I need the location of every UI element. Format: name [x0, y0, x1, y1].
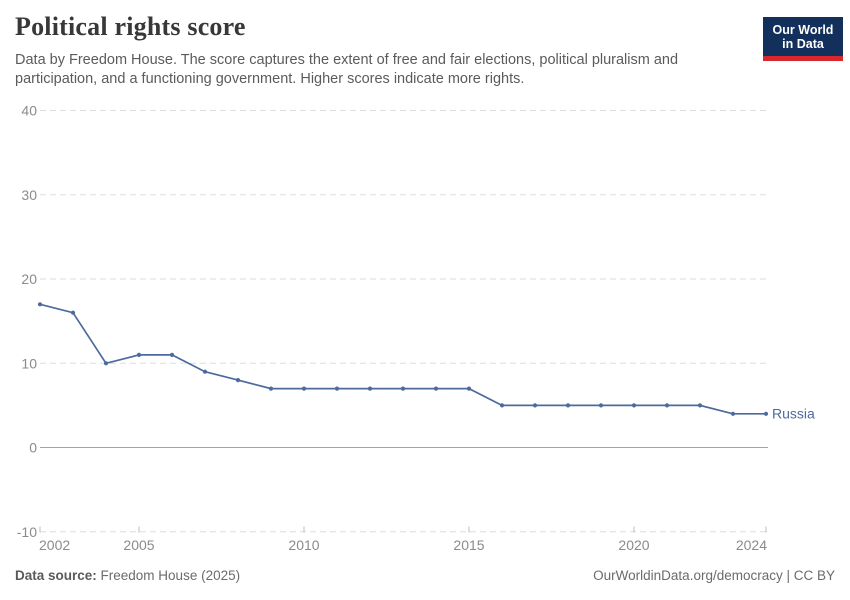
data-point[interactable] — [499, 403, 505, 408]
logo-line-2: in Data — [782, 37, 824, 51]
license-link[interactable]: OurWorldinData.org/democracy | CC BY — [593, 568, 835, 583]
data-point[interactable] — [202, 369, 208, 374]
data-point[interactable] — [631, 403, 637, 408]
data-point[interactable] — [730, 411, 736, 416]
data-source-value: Freedom House (2025) — [96, 568, 241, 583]
chart-subtitle: Data by Freedom House. The score capture… — [15, 52, 679, 87]
data-point[interactable] — [367, 386, 373, 391]
data-point[interactable] — [565, 403, 571, 408]
data-point[interactable] — [136, 352, 142, 357]
chart-footer: Data source: Freedom House (2025) OurWor… — [15, 568, 835, 583]
data-point[interactable] — [37, 302, 43, 307]
owid-logo: Our World in Data — [763, 17, 843, 61]
y-axis-label: 30 — [21, 187, 37, 203]
data-point[interactable] — [598, 403, 604, 408]
y-axis-label: 10 — [21, 355, 37, 371]
data-point[interactable] — [400, 386, 406, 391]
data-point[interactable] — [664, 403, 670, 408]
data-point[interactable] — [466, 386, 472, 391]
data-point[interactable] — [268, 386, 274, 391]
data-point[interactable] — [169, 352, 175, 357]
data-point[interactable] — [70, 310, 76, 315]
data-point[interactable] — [697, 403, 703, 408]
x-axis-label: 2005 — [123, 537, 154, 553]
x-axis-label: 2015 — [453, 537, 484, 553]
data-point[interactable] — [433, 386, 439, 391]
data-point[interactable] — [532, 403, 538, 408]
y-axis-label: 0 — [29, 440, 37, 456]
data-point[interactable] — [301, 386, 307, 391]
data-point[interactable] — [334, 386, 340, 391]
x-axis-label: 2010 — [288, 537, 319, 553]
x-axis-label: 2024 — [736, 537, 767, 553]
y-axis-label: 20 — [21, 271, 37, 287]
y-axis-label: -10 — [17, 524, 37, 540]
data-source-label: Data source: — [15, 568, 97, 583]
data-point[interactable] — [763, 411, 769, 416]
data-source: Data source: Freedom House (2025) — [15, 568, 240, 583]
x-axis-label: 2020 — [618, 537, 649, 553]
data-point[interactable] — [235, 378, 241, 383]
logo-line-1: Our World — [772, 23, 834, 37]
page-title: Political rights score — [15, 12, 246, 41]
y-axis-label: 40 — [21, 103, 37, 119]
data-point[interactable] — [103, 361, 109, 366]
series-end-label: Russia — [772, 405, 815, 421]
data-series-line[interactable] — [39, 303, 766, 415]
x-axis-label: 2002 — [39, 537, 70, 553]
